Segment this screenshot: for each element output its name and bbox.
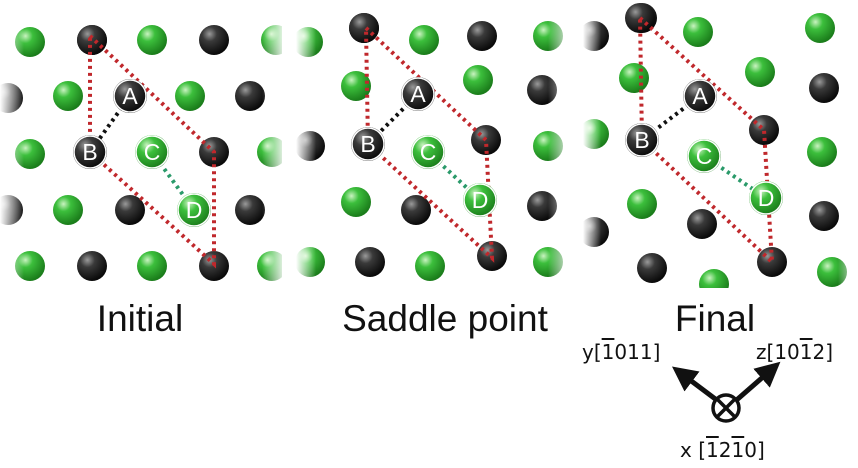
- green-atom: [807, 137, 837, 167]
- green-atom: [699, 269, 729, 288]
- green-atom: [745, 57, 775, 87]
- z-axis-label: z[1012]: [756, 340, 834, 364]
- atom-c: [687, 139, 721, 173]
- green-atom: [53, 81, 83, 111]
- black-atom: [77, 251, 107, 281]
- green-atom: [415, 251, 445, 281]
- atom-a: [683, 79, 717, 113]
- atom-label-c: C: [696, 143, 713, 169]
- atom-label-c: C: [420, 139, 437, 165]
- green-atom: [137, 25, 167, 55]
- x-into-page-icon: [711, 393, 741, 423]
- atom-ring: [73, 135, 107, 169]
- atom-c: [411, 135, 445, 169]
- black-atom: [809, 73, 839, 103]
- black-atom: [349, 13, 379, 43]
- green-atom: [683, 17, 713, 47]
- edge-fade: [548, 0, 572, 290]
- black-atom: [355, 247, 385, 277]
- atom-ring: [351, 127, 385, 161]
- atom-ring: [749, 181, 783, 215]
- atom-ring: [683, 79, 717, 113]
- black-atom: [115, 195, 145, 225]
- black-atom: [637, 253, 667, 283]
- black-atom: [467, 21, 497, 51]
- atom-ring: [177, 193, 211, 227]
- black-atom: [199, 25, 229, 55]
- panel-title-initial: Initial: [96, 298, 184, 339]
- atom-label-d: D: [472, 187, 489, 213]
- panel-title-saddle-point: Saddle point: [342, 298, 548, 339]
- green-atom: [175, 81, 205, 111]
- z-arrow-icon: [730, 361, 781, 406]
- atom-a: [401, 77, 435, 111]
- green-atom: [627, 189, 657, 219]
- green-atom: [53, 195, 83, 225]
- atom-ring: [135, 135, 169, 169]
- panel-title-final: Final: [674, 298, 756, 339]
- unit-cell-outline: [88, 31, 216, 269]
- atom-b: [351, 127, 385, 161]
- atom-ring: [687, 139, 721, 173]
- edge-fade: [262, 0, 286, 290]
- edge-fade: [296, 0, 316, 290]
- edge-fade: [838, 0, 858, 290]
- bond-a-b: [640, 94, 702, 142]
- edge-fade: [583, 0, 601, 290]
- bond-c-d: [150, 150, 196, 212]
- atom-ring: [625, 123, 659, 157]
- atom-label-a: A: [692, 83, 708, 109]
- green-atom: [619, 63, 649, 93]
- atom-b: [73, 135, 107, 169]
- black-atom: [235, 195, 265, 225]
- unit-cell-outline: [637, 13, 775, 267]
- green-atom: [409, 25, 439, 55]
- atom-ring: [411, 135, 445, 169]
- axes-glyph: [672, 361, 781, 423]
- black-atom: [401, 195, 431, 225]
- atom-label-d: D: [758, 185, 775, 211]
- atom-label-a: A: [410, 81, 426, 107]
- black-atom: [687, 209, 717, 239]
- green-atom: [341, 71, 371, 101]
- y-axis-label: y[1011]: [582, 340, 661, 364]
- atom-d: [463, 183, 497, 217]
- atom-label-d: D: [186, 197, 203, 223]
- atom-label-c: C: [144, 139, 161, 165]
- bond-c-d: [702, 154, 768, 200]
- atom-d: [177, 193, 211, 227]
- green-atom: [463, 65, 493, 95]
- atom-b: [625, 123, 659, 157]
- panel-saddle-point: A B C D: [296, 13, 563, 281]
- black-atom: [235, 81, 265, 111]
- panel-final: A B C D: [583, 3, 847, 288]
- x-axis-label: x [1210]: [680, 438, 765, 462]
- green-atom: [137, 251, 167, 281]
- atom-label-a: A: [122, 83, 138, 109]
- panel-initial: A B C D: [0, 25, 282, 281]
- atom-ring: [113, 79, 147, 113]
- green-atom: [341, 187, 371, 217]
- atom-c: [135, 135, 169, 169]
- atom-d: [749, 181, 783, 215]
- black-atom: [471, 125, 501, 155]
- atom-label-b: B: [360, 131, 375, 157]
- atom-ring: [463, 183, 497, 217]
- unit-cell-outline: [363, 23, 495, 263]
- atom-label-b: B: [634, 127, 649, 153]
- atom-a: [113, 79, 147, 113]
- edge-fade: [0, 0, 24, 290]
- atom-ring: [401, 77, 435, 111]
- atom-label-b: B: [82, 139, 97, 165]
- black-atom: [809, 201, 839, 231]
- green-atom: [805, 13, 835, 43]
